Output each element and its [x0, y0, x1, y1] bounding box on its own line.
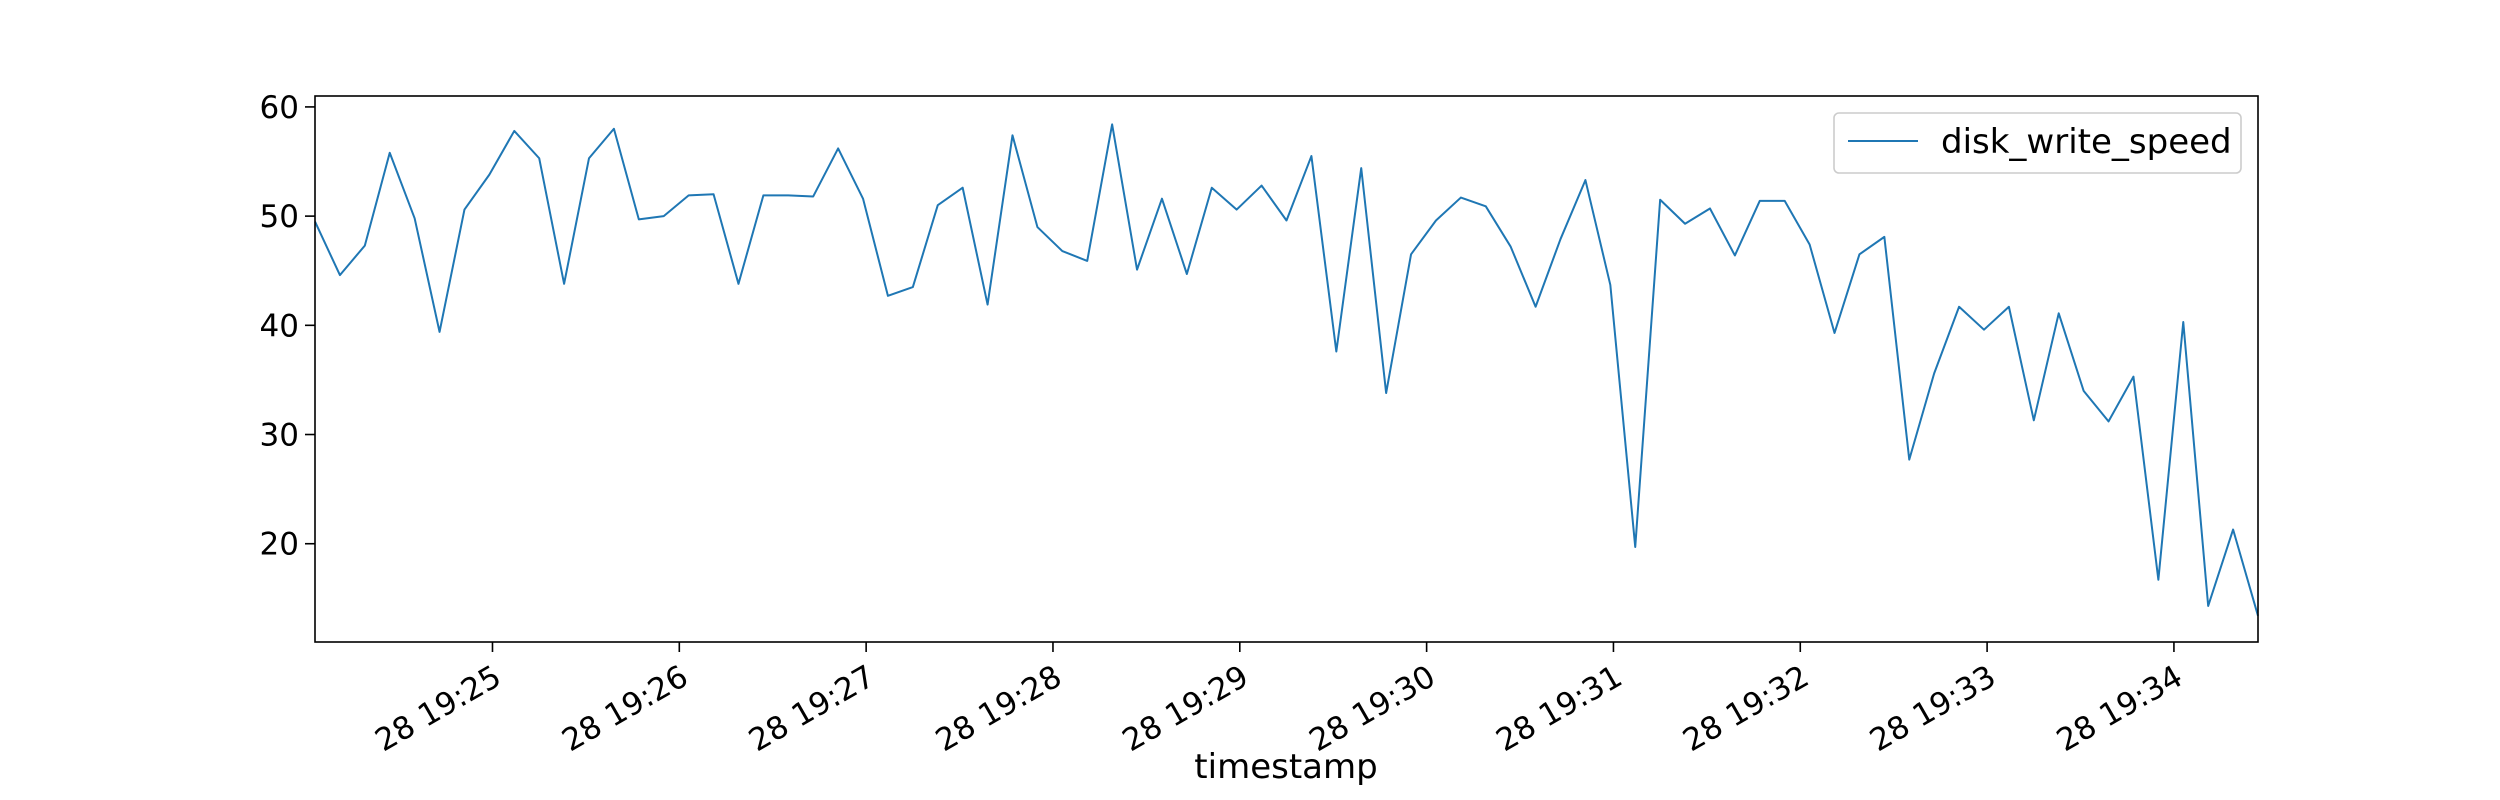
legend-box — [1833, 112, 2242, 174]
x-axis: 28 19:25 28 19:26 28 19:27 28 19:28 28 19:29… — [369, 642, 2189, 759]
legend: disk_write_speed — [1833, 112, 2242, 174]
x-tick-label: 28 19:34 — [2051, 659, 2189, 759]
x-tick-label: 28 19:30 — [1303, 659, 1441, 759]
x-axis-label: timestamp — [1194, 747, 1377, 787]
y-axis: 20 30 40 50 60 — [260, 90, 315, 563]
x-tick-label: 28 19:25 — [369, 659, 507, 759]
x-tick-label: 28 19:27 — [743, 659, 881, 759]
y-tick-label: 20 — [260, 527, 299, 563]
legend-label: disk_write_speed — [1941, 122, 2232, 162]
y-tick-label: 50 — [260, 199, 299, 235]
x-tick-label: 28 19:28 — [930, 659, 1068, 759]
x-tick-label: 28 19:32 — [1677, 659, 1815, 759]
x-tick-label: 28 19:31 — [1490, 659, 1628, 759]
series-line-disk-write-speed — [314, 123, 2259, 617]
plot-area-frame — [314, 95, 2259, 643]
y-tick-label: 30 — [260, 418, 299, 454]
y-tick-label: 60 — [260, 90, 299, 126]
x-tick-label: 28 19:29 — [1117, 659, 1255, 759]
x-tick-label: 28 19:26 — [556, 659, 694, 759]
y-tick-label: 40 — [260, 308, 299, 344]
x-tick-label: 28 19:33 — [1864, 659, 2002, 759]
